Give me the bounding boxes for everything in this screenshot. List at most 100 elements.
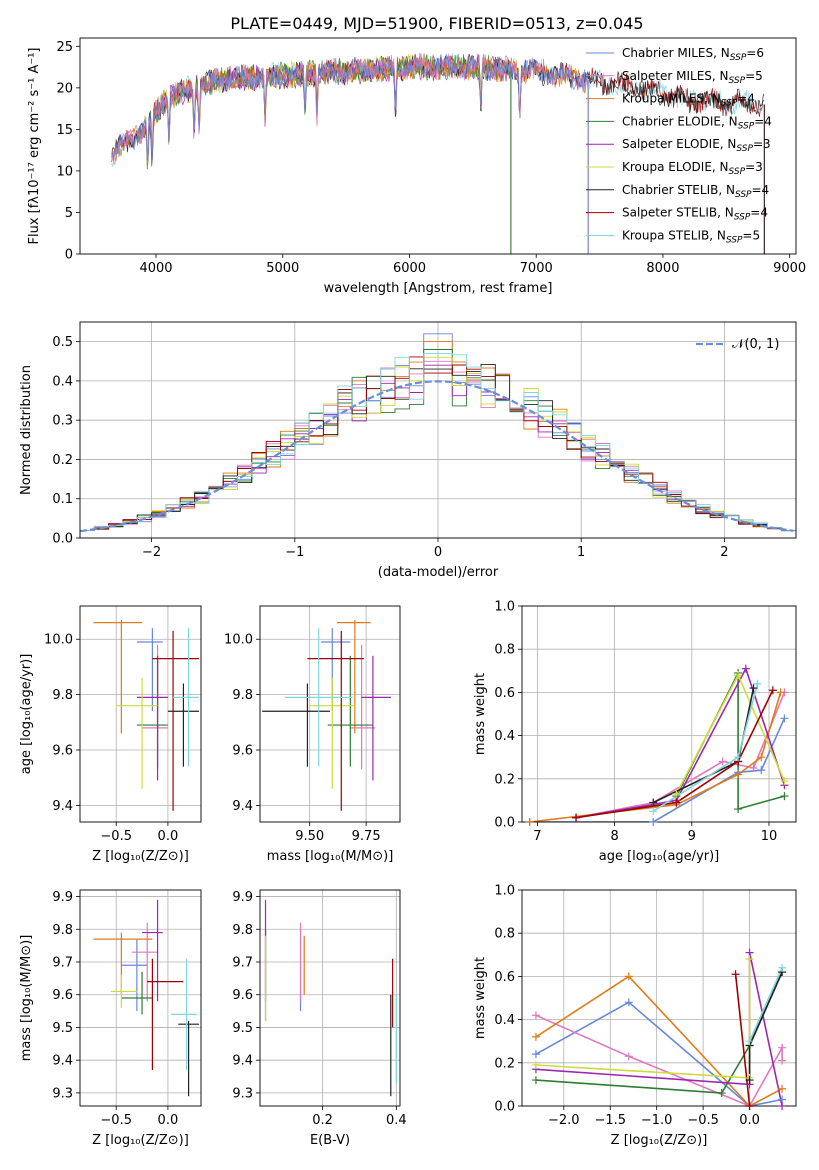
weight-marker — [749, 684, 758, 693]
weight-marker — [624, 998, 633, 1007]
y-tick-label: 0.0 — [494, 1100, 515, 1115]
y-tick-label: 5 — [65, 206, 73, 221]
x-tick-label: 0 — [434, 545, 442, 560]
weight-marker — [778, 1056, 787, 1065]
y-tick-label: 9.4 — [232, 799, 253, 814]
x-tick-label: −2 — [142, 545, 161, 560]
chart-spectrum: 4000 5000 6000 7000 8000 9000 0 5 10 15 20 25 wavele… — [27, 37, 806, 296]
weight-marker — [717, 1089, 726, 1098]
y-tick-label: 9.6 — [52, 988, 73, 1003]
weight-marker — [757, 766, 766, 775]
legend-label-suffix: =5 — [745, 69, 763, 83]
y-tick-label: 0.0 — [52, 532, 73, 547]
x-tick-label: 9.50 — [295, 829, 324, 844]
weight-line — [535, 1001, 783, 1106]
weight-line — [535, 975, 783, 1106]
y-tick-label: 0 — [65, 248, 73, 263]
weight-marker — [734, 805, 743, 814]
legend-label: Salpeter ELODIE, NSSP=3 — [622, 137, 771, 154]
y-tick-label: 0.3 — [52, 414, 73, 429]
plot-area — [93, 899, 199, 1097]
x-tick-label: 4000 — [139, 261, 172, 276]
weight-marker — [741, 664, 750, 673]
x-tick-label: 0.0 — [739, 1113, 760, 1128]
plot-area — [264, 899, 397, 1097]
chart-age-vs-Z: −0.5 0.0 9.4 9.6 9.8 10.0 Z [log₁₀(Z/Z⊙)] age [… — [19, 605, 202, 864]
y-tick-label: 9.4 — [52, 799, 73, 814]
y-tick-label: 10 — [56, 164, 73, 179]
weight-marker — [745, 1102, 754, 1110]
x-tick-label: 7 — [533, 829, 541, 844]
weight-marker — [745, 955, 754, 964]
legend-label-sub: SSP — [730, 53, 747, 63]
legend-label: Chabrier ELODIE, NSSP=4 — [622, 114, 772, 131]
weight-marker — [757, 753, 766, 762]
weight-marker — [778, 1084, 787, 1093]
x-tick-label: −0.5 — [100, 829, 132, 844]
weight-marker — [649, 818, 658, 826]
weight-marker — [778, 1102, 787, 1110]
weight-line — [575, 689, 774, 819]
weight-marker — [745, 1076, 754, 1085]
y-tick-label: 0.4 — [494, 729, 515, 744]
axes-frame — [259, 889, 401, 1107]
weight-line — [535, 1014, 783, 1106]
axes-frame — [521, 605, 797, 823]
y-tick-label: 9.7 — [232, 956, 253, 971]
figure-title: PLATE=0449, MJD=51900, FIBERID=0513, z=0… — [230, 14, 643, 33]
weight-marker — [778, 1043, 787, 1052]
chart-mass-vs-ebv: 0.2 0.4 9.3 9.4 9.5 9.6 9.7 9.8 9.9 E(B-V) — [232, 889, 407, 1148]
y-tick-label: 0.2 — [52, 453, 73, 468]
weight-marker — [718, 757, 727, 766]
legend-label-sub: SSP — [735, 190, 752, 200]
normal-curve — [80, 380, 794, 533]
histogram-step — [80, 349, 796, 532]
weight-marker — [531, 1011, 540, 1020]
x-tick-label: 0.0 — [158, 829, 179, 844]
chart-mass-vs-Z: −0.5 0.0 9.3 9.4 9.5 9.6 9.7 9.8 9.9 Z [log₁₀(Z/Z… — [19, 889, 202, 1148]
y-axis-label: mass [log₁₀(M/M⊙)] — [19, 935, 34, 1062]
legend-label-normal: 𝒩(0, 1) — [732, 337, 779, 352]
y-tick-label: 9.8 — [52, 923, 73, 938]
histogram-step — [80, 352, 796, 531]
weight-marker — [624, 1052, 633, 1061]
plot-area — [535, 952, 783, 1106]
legend-label-sub: SSP — [738, 121, 755, 131]
y-tick-label: 9.9 — [52, 890, 73, 905]
x-tick-label: −1.0 — [641, 1113, 673, 1128]
y-tick-label: 10.0 — [44, 633, 73, 648]
x-tick-label: 7000 — [520, 261, 553, 276]
x-axis-label: Z [log₁₀(Z/Z⊙)] — [611, 1133, 708, 1148]
legend-label-suffix: =4 — [754, 114, 772, 128]
legend-label-suffix: =5 — [742, 228, 760, 242]
y-tick-label: 9.3 — [52, 1086, 73, 1101]
legend-label: Salpeter STELIB, NSSP=4 — [622, 206, 768, 223]
y-tick-label: 0.4 — [494, 1013, 515, 1028]
weight-marker — [531, 1032, 540, 1041]
y-tick-label: 9.5 — [52, 1021, 73, 1036]
y-tick-label: 9.5 — [232, 1021, 253, 1036]
legend-label: Kroupa ELODIE, NSSP=3 — [622, 160, 763, 177]
weight-marker — [649, 807, 658, 816]
plot-area — [80, 333, 796, 533]
weight-line — [748, 967, 783, 1042]
histogram-step — [80, 356, 796, 531]
y-axis-label: age [log₁₀(age/yr)] — [19, 654, 34, 775]
legend-label-main: Salpeter STELIB, N — [622, 206, 734, 220]
weight-marker — [672, 798, 681, 807]
x-tick-label: 5000 — [266, 261, 299, 276]
x-axis-label: Z [log₁₀(Z/Z⊙)] — [92, 1133, 189, 1148]
plot-area — [93, 619, 199, 811]
weight-marker — [672, 789, 681, 798]
axes-frame — [79, 605, 202, 823]
weight-marker — [780, 792, 789, 801]
y-axis-label: Flux [fλ10⁻¹⁷ erg cm⁻² s⁻¹ A⁻¹] — [27, 48, 42, 245]
legend-label-main: Salpeter ELODIE, N — [622, 137, 736, 151]
legend-label-sub: SSP — [736, 144, 753, 154]
weight-marker — [731, 970, 740, 979]
legend-label-sub: SSP — [729, 167, 746, 177]
y-tick-label: 9.4 — [232, 1054, 253, 1069]
legend-label-suffix: =4 — [737, 92, 755, 106]
legend-label-main: Chabrier STELIB, N — [622, 183, 735, 197]
y-axis-label: mass weight — [473, 673, 488, 755]
